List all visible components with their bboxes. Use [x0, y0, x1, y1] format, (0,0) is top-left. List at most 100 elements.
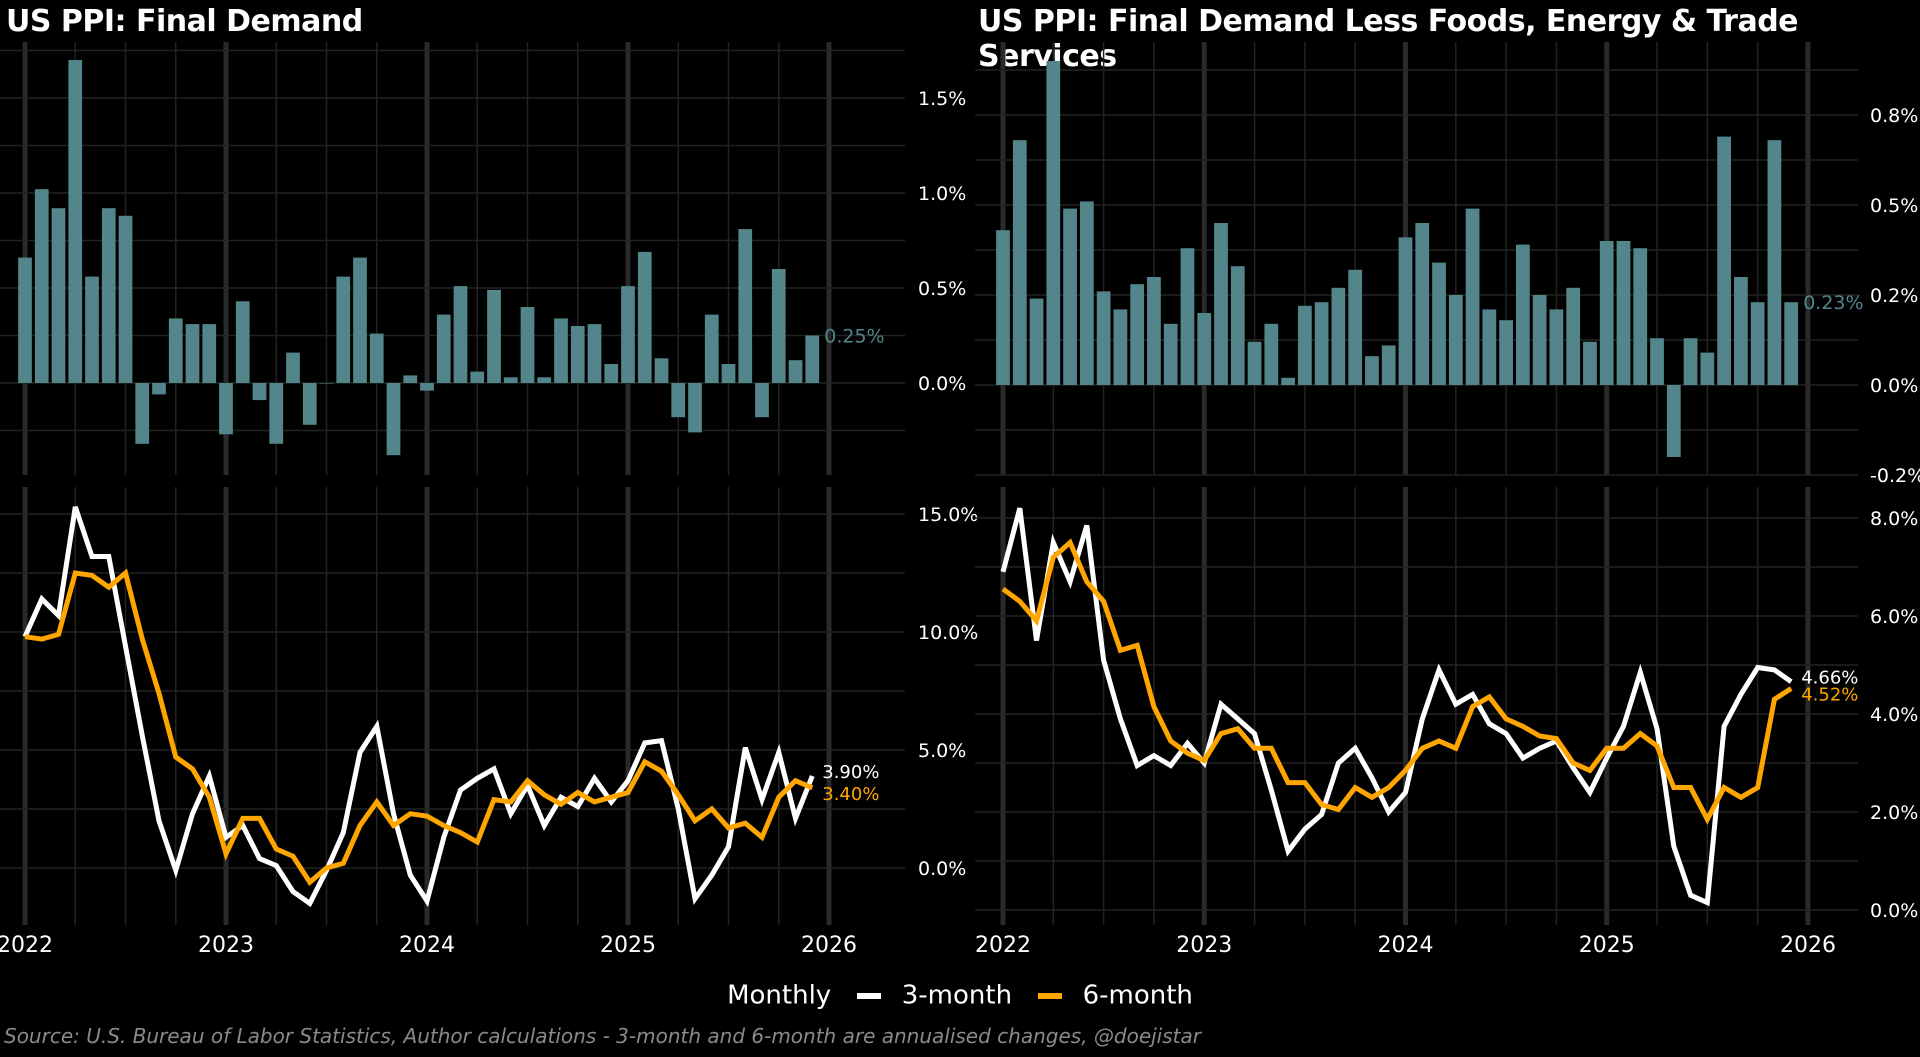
- monthly-bar: [1281, 377, 1295, 385]
- monthly-bar: [101, 208, 116, 383]
- monthly-bar: [1297, 305, 1312, 385]
- monthly-bar: [704, 314, 719, 383]
- monthly-bar: [403, 375, 418, 383]
- monthly-last-value-label: 0.25%: [824, 326, 884, 348]
- monthly-bar: [18, 257, 32, 383]
- monthly-bar: [996, 230, 1010, 385]
- source-note: Source: U.S. Bureau of Labor Statistics,…: [4, 1024, 1201, 1048]
- monthly-bar: [1381, 345, 1396, 385]
- monthly-bar: [587, 324, 602, 383]
- legend-monthly-label: Monthly: [727, 980, 832, 1011]
- monthly-bar: [520, 307, 535, 383]
- monthly-bar: [755, 383, 769, 418]
- monthly-bar: [1365, 356, 1379, 385]
- x-tick-label: 2026: [1780, 933, 1836, 958]
- monthly-bar: [336, 276, 351, 383]
- 6-month-last-value-label: 4.52%: [1801, 685, 1858, 706]
- monthly-bar: [1717, 136, 1731, 385]
- monthly-bar: [1683, 338, 1698, 385]
- monthly-bar: [654, 358, 669, 383]
- monthly-bar: [1348, 269, 1363, 385]
- monthly-bar: [1767, 140, 1782, 385]
- x-tick-label: 2024: [1377, 933, 1433, 958]
- monthly-bar: [353, 257, 367, 383]
- monthly-bar: [604, 364, 619, 383]
- monthly-bar: [453, 286, 468, 383]
- monthly-last-value-label: 0.23%: [1803, 292, 1863, 314]
- y-tick-label: 1.5%: [918, 88, 966, 110]
- monthly-bar: [1499, 320, 1513, 385]
- monthly-bar: [1599, 241, 1614, 385]
- y-tick-label: 15.0%: [918, 504, 978, 526]
- monthly-bar: [219, 383, 233, 435]
- 6-month-last-value-label: 3.40%: [822, 784, 879, 805]
- monthly-bar: [135, 383, 150, 444]
- monthly-bar: [637, 251, 652, 383]
- monthly-bar: [1784, 302, 1799, 385]
- monthly-bar: [1130, 284, 1145, 385]
- x-tick-label: 2025: [600, 933, 656, 958]
- x-tick-label: 2026: [801, 933, 857, 958]
- monthly-bar: [235, 301, 250, 383]
- monthly-bar: [1616, 241, 1631, 385]
- monthly-bar: [1415, 223, 1430, 385]
- monthly-bar: [1398, 237, 1413, 385]
- monthly-bar: [1063, 208, 1077, 385]
- 3-month-line: [22, 506, 815, 908]
- monthly-bar: [1515, 244, 1530, 385]
- x-tick-label: 2022: [975, 933, 1031, 958]
- monthly-bar: [1264, 323, 1279, 385]
- monthly-bar: [420, 383, 434, 391]
- monthly-bar: [1650, 338, 1664, 385]
- monthly-bar: [1230, 266, 1245, 385]
- x-tick-label: 2023: [198, 933, 254, 958]
- monthly-bar: [1666, 385, 1681, 457]
- monthly-bar: [1163, 323, 1178, 385]
- monthly-bar: [1029, 298, 1044, 385]
- monthly-bar: [436, 314, 451, 383]
- y-tick-label: 0.0%: [918, 858, 966, 880]
- x-tick-label: 2022: [0, 933, 53, 958]
- legend-3-month-swatch: [857, 992, 882, 999]
- monthly-bar: [1214, 223, 1228, 385]
- monthly-bar: [688, 383, 702, 433]
- 3-month-last-value-label: 3.90%: [822, 762, 879, 783]
- monthly-bar: [487, 289, 501, 383]
- monthly-bar: [1197, 313, 1212, 385]
- monthly-bar: [570, 326, 585, 383]
- monthly-bar: [1113, 309, 1128, 385]
- monthly-bar: [805, 335, 820, 383]
- monthly-bar: [319, 383, 334, 384]
- y-tick-label: 0.5%: [1870, 195, 1918, 217]
- monthly-bar: [503, 377, 518, 383]
- monthly-bar: [1046, 61, 1061, 385]
- monthly-bar: [1096, 291, 1111, 385]
- monthly-bar: [771, 269, 786, 383]
- 3-month-last-value-label: 4.66%: [1801, 668, 1858, 689]
- monthly-bar: [671, 383, 686, 418]
- y-tick-label: 1.0%: [918, 183, 966, 205]
- legend-6-month-swatch: [1038, 992, 1063, 999]
- y-tick-label: 0.8%: [1870, 105, 1918, 127]
- monthly-bar: [1482, 309, 1497, 385]
- monthly-bar: [1147, 277, 1161, 385]
- monthly-bar: [1432, 262, 1446, 385]
- legend: Monthly 3-month 6-month: [0, 980, 1920, 1011]
- monthly-bar: [269, 383, 284, 444]
- y-tick-label: 0.0%: [1870, 900, 1918, 922]
- monthly-bar: [1734, 277, 1748, 385]
- monthly-bar: [118, 215, 133, 383]
- monthly-bar: [386, 383, 401, 456]
- monthly-bar: [470, 371, 485, 383]
- y-tick-label: 6.0%: [1870, 606, 1918, 628]
- monthly-bar: [152, 383, 166, 395]
- monthly-bar: [1012, 140, 1027, 385]
- monthly-bar: [1465, 208, 1480, 385]
- monthly-bar: [1448, 295, 1463, 385]
- y-tick-label: 10.0%: [918, 622, 978, 644]
- x-tick-label: 2025: [1579, 933, 1635, 958]
- monthly-bar: [68, 60, 83, 383]
- monthly-bar: [537, 377, 552, 383]
- monthly-bar: [302, 383, 317, 425]
